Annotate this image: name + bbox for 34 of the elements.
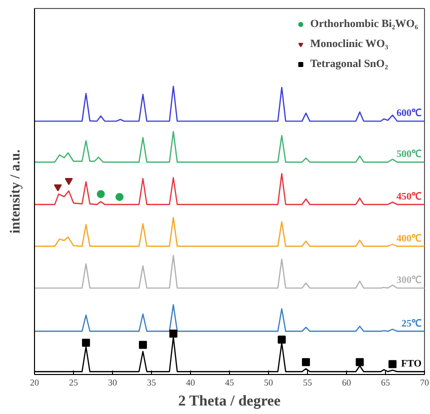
legend-label: Orthorhombic Bi₂WO₆ bbox=[310, 18, 418, 30]
series-label: FTO bbox=[401, 358, 422, 370]
point bbox=[54, 184, 62, 192]
point bbox=[64, 178, 73, 186]
x-tick-label: 60 bbox=[342, 378, 352, 388]
x-tick-label: 45 bbox=[225, 378, 234, 388]
x-tick-label: 20 bbox=[30, 378, 40, 388]
series-label: 300℃ bbox=[396, 275, 422, 286]
series-label: 600℃ bbox=[396, 108, 422, 120]
legend-label: Tetragonal SnO₂ bbox=[310, 58, 388, 70]
series-label: 25℃ bbox=[402, 318, 422, 330]
series-label: 400℃ bbox=[396, 233, 422, 244]
point bbox=[116, 192, 124, 201]
x-tick-label: 65 bbox=[381, 378, 390, 388]
x-tick-label: 55 bbox=[303, 378, 312, 388]
point bbox=[82, 338, 90, 347]
x-tick-label: 30 bbox=[108, 378, 118, 388]
x-tick-label: 50 bbox=[264, 378, 274, 388]
x-tick-label: 70 bbox=[420, 378, 430, 388]
x-axis-title: 2 Theta / degree bbox=[178, 394, 281, 410]
x-tick-label: 40 bbox=[186, 378, 196, 388]
series-label: 500℃ bbox=[396, 149, 422, 160]
point bbox=[278, 336, 286, 344]
series-label: 450℃ bbox=[396, 191, 422, 202]
x-tick-label: 35 bbox=[147, 378, 156, 388]
point bbox=[388, 360, 397, 368]
point bbox=[302, 358, 310, 366]
point bbox=[169, 330, 178, 338]
legend-label: Monoclinic WO₃ bbox=[310, 38, 388, 50]
y-axis-title: intensity / a.u. bbox=[8, 149, 24, 234]
point bbox=[96, 190, 105, 198]
point bbox=[138, 340, 147, 349]
x-tick-label: 25 bbox=[69, 378, 78, 388]
point bbox=[356, 358, 364, 366]
